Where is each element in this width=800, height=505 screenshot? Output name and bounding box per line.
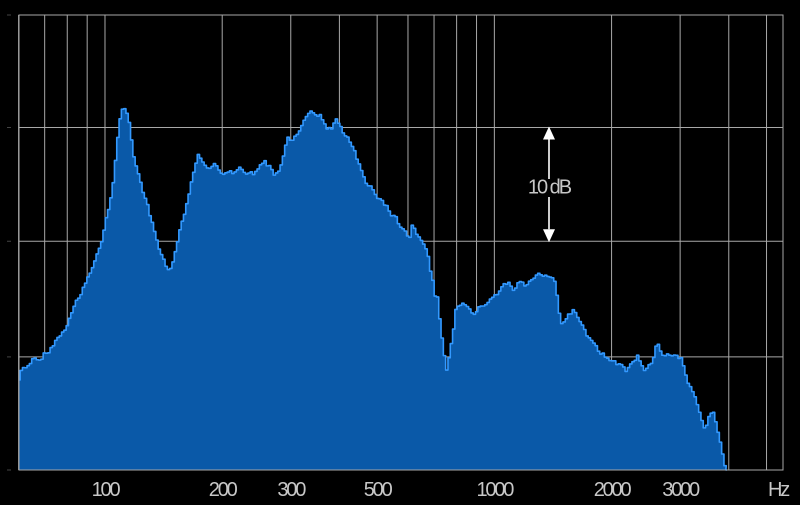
svg-text:3000: 3000 (662, 479, 700, 501)
svg-text:100: 100 (92, 479, 121, 501)
svg-text:200: 200 (209, 479, 238, 501)
svg-text:300: 300 (277, 479, 306, 501)
svg-text:10 dB: 10 dB (528, 177, 572, 199)
svg-text:2000: 2000 (594, 479, 632, 501)
svg-text:Hz: Hz (768, 479, 789, 501)
svg-text:500: 500 (364, 479, 393, 501)
svg-text:1000: 1000 (477, 479, 515, 501)
